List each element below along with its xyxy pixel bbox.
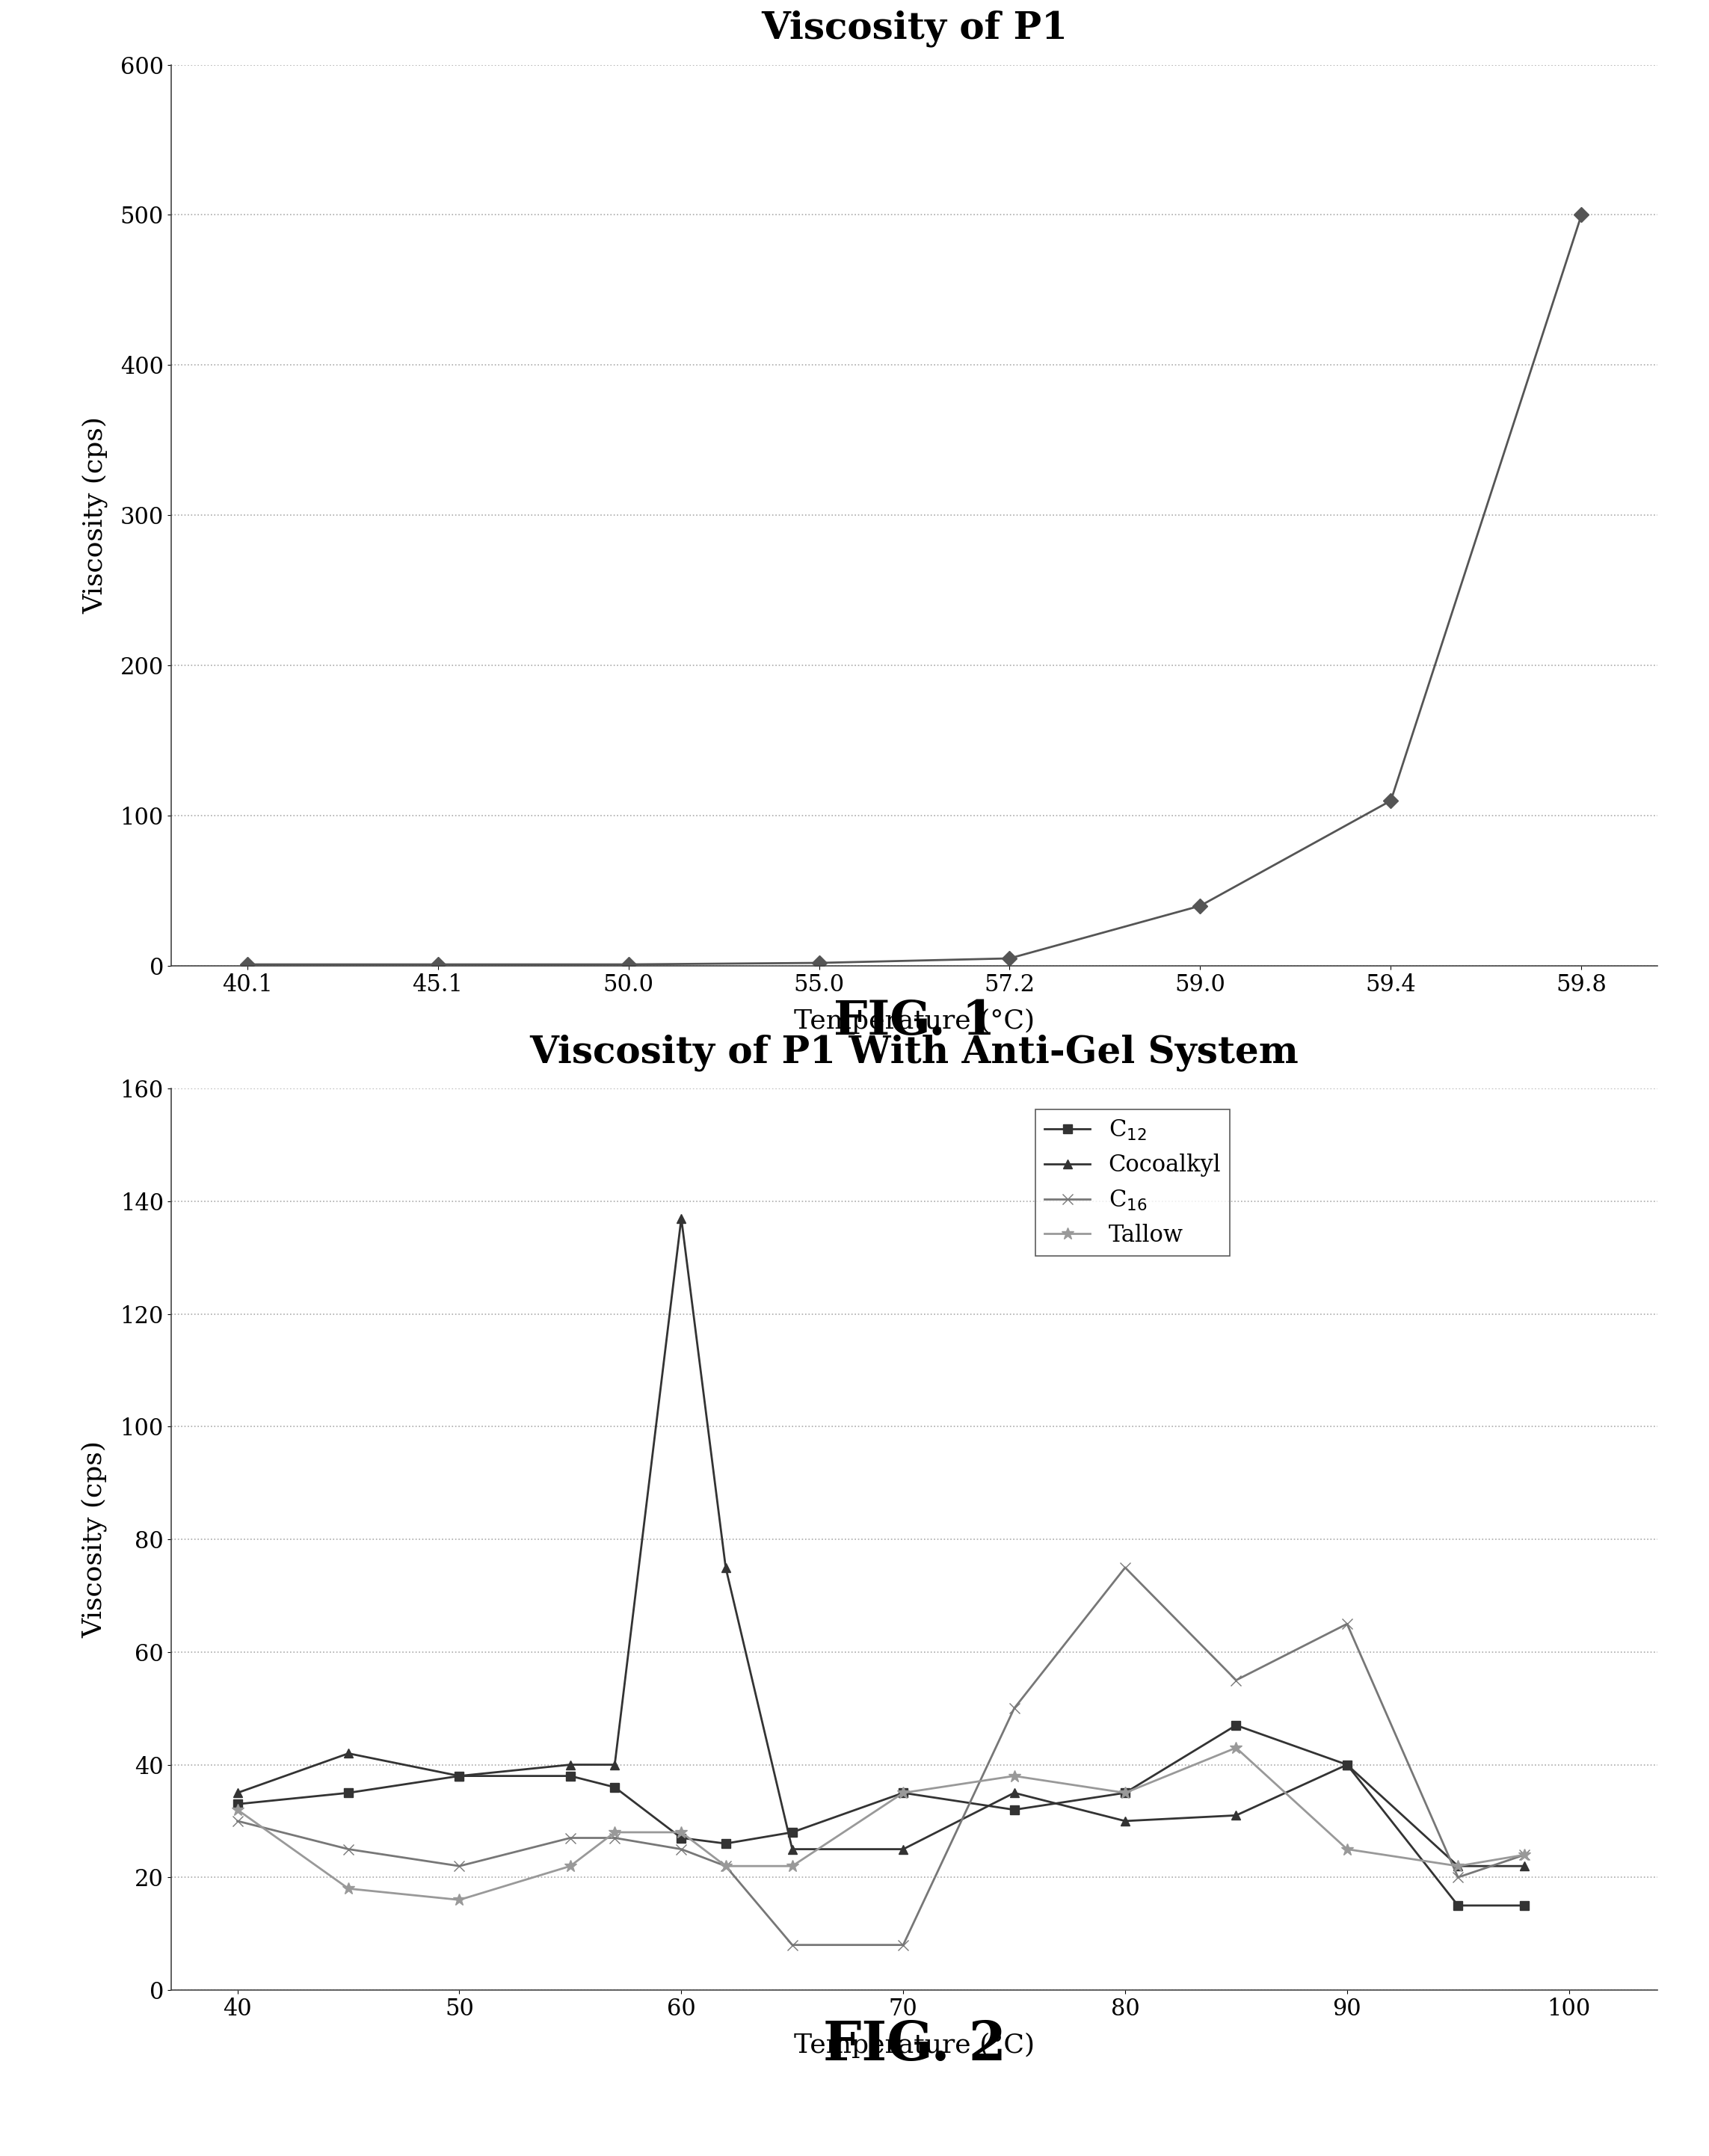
C$_{12}$ (561, 1764, 581, 1789)
Tallow (227, 1796, 248, 1822)
C$_{12}$ (449, 1764, 470, 1789)
C$_{12}$ (894, 1781, 914, 1807)
C$_{16}$ (672, 1837, 692, 1863)
Text: FIG. 2: FIG. 2 (822, 2018, 1007, 2072)
C$_{16}$ (1225, 1667, 1246, 1692)
Tallow (1448, 1854, 1468, 1880)
Tallow (894, 1781, 914, 1807)
C$_{12}$ (716, 1830, 737, 1856)
C$_{16}$ (1114, 1554, 1135, 1580)
Y-axis label: Viscosity (cps): Viscosity (cps) (82, 416, 108, 614)
C$_{16}$ (1514, 1841, 1535, 1867)
C$_{16}$ (561, 1824, 581, 1850)
Cocoalkyl (561, 1751, 581, 1777)
C$_{12}$ (1003, 1796, 1024, 1822)
C$_{16}$ (1003, 1695, 1024, 1720)
Cocoalkyl (1114, 1809, 1135, 1835)
Tallow (1003, 1764, 1024, 1789)
Cocoalkyl (1003, 1781, 1024, 1807)
Cocoalkyl (1225, 1802, 1246, 1828)
Cocoalkyl (1448, 1854, 1468, 1880)
Tallow (449, 1886, 470, 1912)
C$_{16}$ (449, 1854, 470, 1880)
Title: Viscosity of P1: Viscosity of P1 (761, 11, 1068, 47)
Tallow (783, 1854, 803, 1880)
C$_{16}$ (338, 1837, 359, 1863)
Cocoalkyl (1336, 1751, 1357, 1777)
Tallow (338, 1876, 359, 1902)
Cocoalkyl (605, 1751, 625, 1777)
C$_{12}$ (227, 1792, 248, 1818)
Tallow (561, 1854, 581, 1880)
C$_{16}$ (227, 1809, 248, 1835)
Tallow (605, 1820, 625, 1846)
Cocoalkyl (716, 1554, 737, 1580)
Cocoalkyl (1514, 1854, 1535, 1880)
Y-axis label: Viscosity (cps): Viscosity (cps) (82, 1440, 108, 1639)
X-axis label: Temperature (°C): Temperature (°C) (795, 1009, 1034, 1035)
C$_{16}$ (1448, 1865, 1468, 1891)
Legend: C$_{12}$, Cocoalkyl, C$_{16}$, Tallow: C$_{12}$, Cocoalkyl, C$_{16}$, Tallow (1036, 1108, 1230, 1257)
Cocoalkyl (894, 1837, 914, 1863)
C$_{16}$ (1336, 1611, 1357, 1636)
X-axis label: Temperature (°C): Temperature (°C) (795, 2033, 1034, 2059)
Line: Cocoalkyl: Cocoalkyl (232, 1214, 1530, 1871)
C$_{16}$ (716, 1854, 737, 1880)
C$_{16}$ (894, 1932, 914, 1958)
Tallow (716, 1854, 737, 1880)
C$_{16}$ (605, 1824, 625, 1850)
Tallow (1336, 1837, 1357, 1863)
Cocoalkyl (227, 1781, 248, 1807)
C$_{16}$ (783, 1932, 803, 1958)
C$_{12}$ (338, 1781, 359, 1807)
C$_{12}$ (1514, 1893, 1535, 1919)
Line: C$_{16}$: C$_{16}$ (232, 1563, 1530, 1951)
Tallow (1225, 1736, 1246, 1761)
C$_{12}$ (1448, 1893, 1468, 1919)
C$_{12}$ (1114, 1781, 1135, 1807)
C$_{12}$ (783, 1820, 803, 1846)
C$_{12}$ (672, 1824, 692, 1850)
Cocoalkyl (783, 1837, 803, 1863)
Tallow (1514, 1841, 1535, 1867)
Line: Tallow: Tallow (231, 1742, 1531, 1906)
Cocoalkyl (672, 1205, 692, 1231)
C$_{12}$ (605, 1774, 625, 1800)
Cocoalkyl (338, 1740, 359, 1766)
C$_{12}$ (1336, 1751, 1357, 1777)
Tallow (1114, 1781, 1135, 1807)
Line: C$_{12}$: C$_{12}$ (232, 1720, 1530, 1910)
Title: Viscosity of P1 With Anti-Gel System: Viscosity of P1 With Anti-Gel System (530, 1035, 1299, 1072)
Text: FIG. 1: FIG. 1 (834, 998, 995, 1044)
Cocoalkyl (449, 1764, 470, 1789)
C$_{12}$ (1225, 1712, 1246, 1738)
Tallow (672, 1820, 692, 1846)
